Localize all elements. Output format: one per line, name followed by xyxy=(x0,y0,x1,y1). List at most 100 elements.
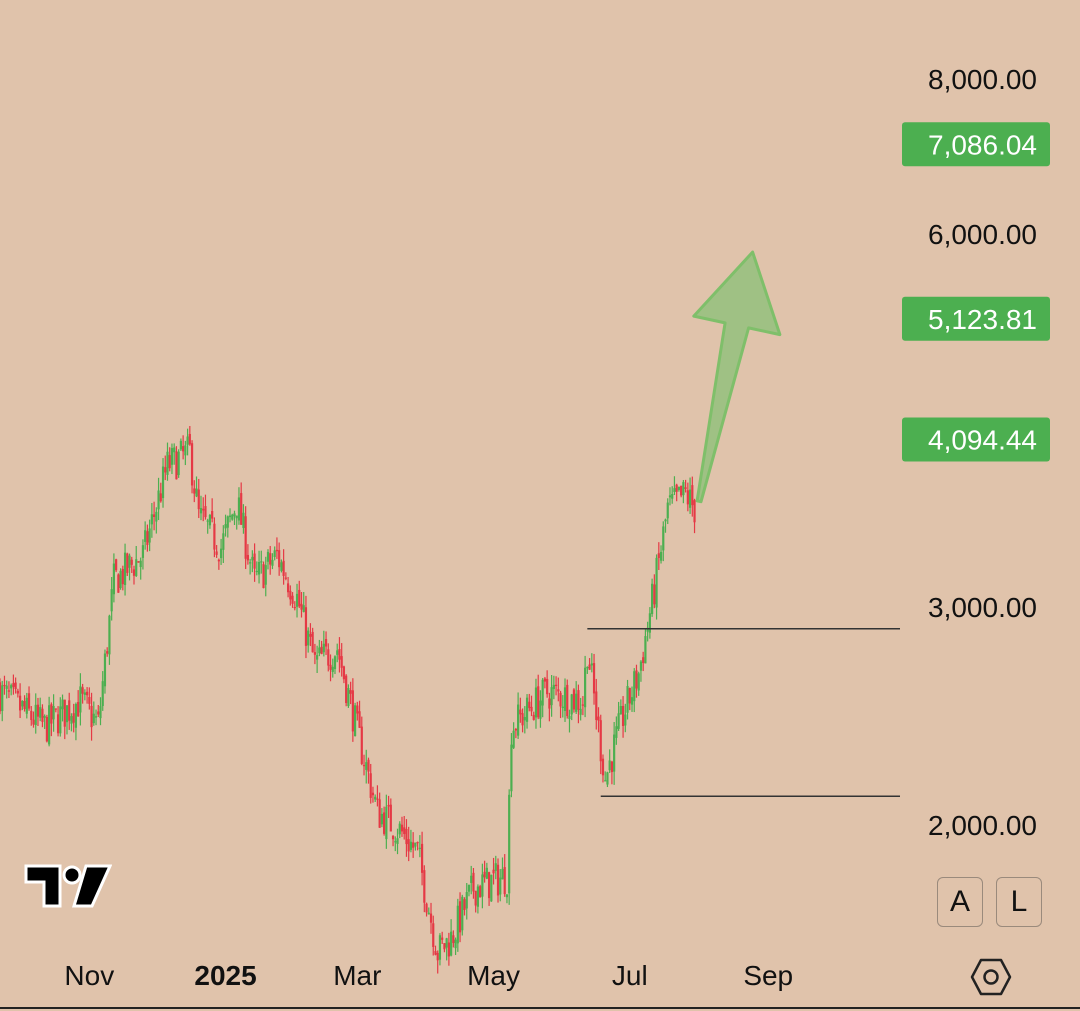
auto-scale-button[interactable]: A xyxy=(937,877,983,927)
candle-body xyxy=(157,490,160,510)
candle-body xyxy=(249,562,252,564)
candle-body xyxy=(333,656,337,670)
time-tick-label: Sep xyxy=(743,960,793,991)
candle-body xyxy=(423,870,426,903)
candle-body xyxy=(123,552,127,586)
candle-body xyxy=(284,577,287,579)
candle-body xyxy=(52,706,55,720)
candle-body xyxy=(367,759,370,772)
candle-body xyxy=(403,827,406,835)
price-tick-label: 3,000.00 xyxy=(928,592,1037,623)
candle-body xyxy=(550,687,553,706)
candle-body xyxy=(599,720,602,762)
candle-body xyxy=(394,841,397,843)
candle-body xyxy=(304,607,308,646)
candle-body xyxy=(595,691,598,720)
candle-body xyxy=(671,494,674,499)
candle-body xyxy=(557,689,560,692)
time-tick-label: Mar xyxy=(333,960,381,991)
candle-body xyxy=(376,798,379,800)
candle-body xyxy=(570,694,573,715)
candle-body xyxy=(139,560,142,568)
candle-body xyxy=(34,704,37,726)
candle-body xyxy=(7,690,11,692)
candle-body xyxy=(25,697,28,714)
candle-body xyxy=(295,593,299,607)
candle-body xyxy=(472,872,475,892)
candle-body xyxy=(405,828,408,845)
candle-body xyxy=(432,923,435,947)
time-axis[interactable]: Nov 2025 Mar May Jul Sep xyxy=(64,960,793,991)
candle-body xyxy=(619,706,622,715)
candle-body xyxy=(387,804,390,807)
candle-body xyxy=(490,874,493,902)
candle-body xyxy=(18,695,22,711)
settings-icon[interactable] xyxy=(970,957,1012,997)
candle-body xyxy=(166,451,169,475)
candle-body xyxy=(369,773,372,798)
candle-body xyxy=(398,823,401,835)
candle-body xyxy=(519,709,522,715)
candle-body xyxy=(329,664,332,670)
candle-body xyxy=(85,691,89,696)
candle-body xyxy=(228,515,232,518)
bottom-divider xyxy=(0,1007,1080,1009)
candle-body xyxy=(621,705,625,727)
candle-body xyxy=(606,772,609,785)
candle-body xyxy=(575,693,578,712)
candle-body xyxy=(615,726,618,738)
candle-body xyxy=(340,656,343,668)
candle-body xyxy=(262,564,265,589)
candle-body xyxy=(106,651,109,654)
candle-body xyxy=(664,519,667,522)
candle-body xyxy=(548,698,551,709)
candle-body xyxy=(537,686,540,718)
candle-body xyxy=(420,843,424,873)
candle-body xyxy=(32,719,35,725)
time-tick-label: Nov xyxy=(64,960,114,991)
candle-body xyxy=(637,673,640,691)
candle-body xyxy=(601,758,605,776)
candle-body xyxy=(126,553,129,573)
candle-body xyxy=(1,685,4,711)
price-axis[interactable]: 8,000.00 6,000.00 3,000.00 2,000.00 xyxy=(928,64,1037,841)
candle-body xyxy=(400,824,404,832)
candle-body xyxy=(199,507,203,514)
candle-body xyxy=(56,714,60,734)
time-tick-label: Jul xyxy=(612,960,648,991)
candle-body xyxy=(70,716,73,724)
candle-body xyxy=(461,896,464,931)
candle-body xyxy=(204,506,207,518)
candle-body xyxy=(117,574,120,593)
candle-body xyxy=(543,678,547,682)
candle-body xyxy=(309,633,312,637)
candle-body xyxy=(282,560,285,576)
candle-body xyxy=(115,559,118,571)
candle-body xyxy=(651,583,654,615)
candle-body xyxy=(563,687,567,711)
candle-body xyxy=(666,502,669,519)
candle-body xyxy=(219,548,223,559)
candle-body xyxy=(235,515,238,519)
candle-body xyxy=(322,643,325,653)
candle-body xyxy=(425,903,428,913)
candle-body xyxy=(541,679,544,706)
candle-body xyxy=(452,935,455,944)
candle-body xyxy=(391,835,395,840)
candle-body xyxy=(684,487,687,489)
candle-body xyxy=(43,715,46,718)
candle-body xyxy=(512,730,515,748)
candle-body xyxy=(501,868,504,880)
candle-body xyxy=(646,627,649,632)
candle-body xyxy=(27,693,31,709)
log-scale-button[interactable]: L xyxy=(996,877,1042,927)
candle-body xyxy=(211,510,214,519)
candle-body xyxy=(693,500,696,523)
candle-body xyxy=(639,661,643,671)
candle-body xyxy=(691,485,694,506)
candle-body xyxy=(360,726,363,764)
candle-body xyxy=(61,699,64,710)
candle-body xyxy=(307,630,310,646)
